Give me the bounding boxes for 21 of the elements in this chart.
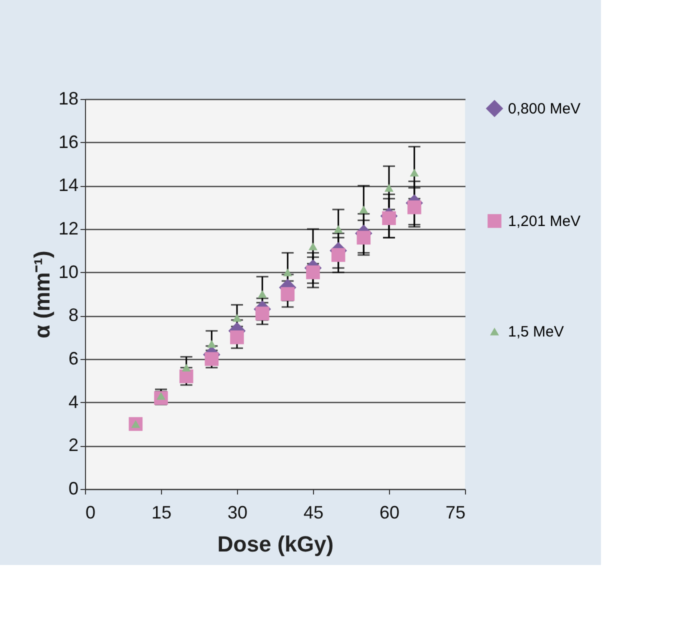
- y-tick-label: 18: [58, 88, 78, 108]
- x-tick-label: 15: [151, 502, 172, 522]
- y-tick-label: 12: [58, 218, 78, 238]
- y-tick-label: 10: [58, 262, 78, 282]
- x-axis-title: Dose (kGy): [217, 532, 334, 556]
- y-axis-title: α (mm⁻¹): [29, 250, 54, 338]
- y-tick-label: 6: [68, 348, 78, 368]
- legend-label: 1,201 MeV: [508, 213, 581, 230]
- y-tick-label: 8: [68, 305, 78, 326]
- y-tick-label: 4: [68, 392, 78, 412]
- x-tick-label: 60: [379, 502, 400, 522]
- x-tick-label: 0: [86, 502, 96, 522]
- y-tick-label: 14: [58, 175, 78, 196]
- legend-label: 1,5 MeV: [508, 324, 564, 340]
- y-tick-label: 2: [68, 435, 78, 456]
- legend-label: 0,800 MeV: [508, 100, 581, 118]
- y-tick-label: 0: [68, 478, 78, 498]
- x-tick-label: 75: [445, 502, 466, 522]
- x-tick-label: 45: [303, 502, 324, 522]
- x-tick-label: 30: [227, 502, 248, 522]
- y-tick-label: 16: [58, 132, 78, 152]
